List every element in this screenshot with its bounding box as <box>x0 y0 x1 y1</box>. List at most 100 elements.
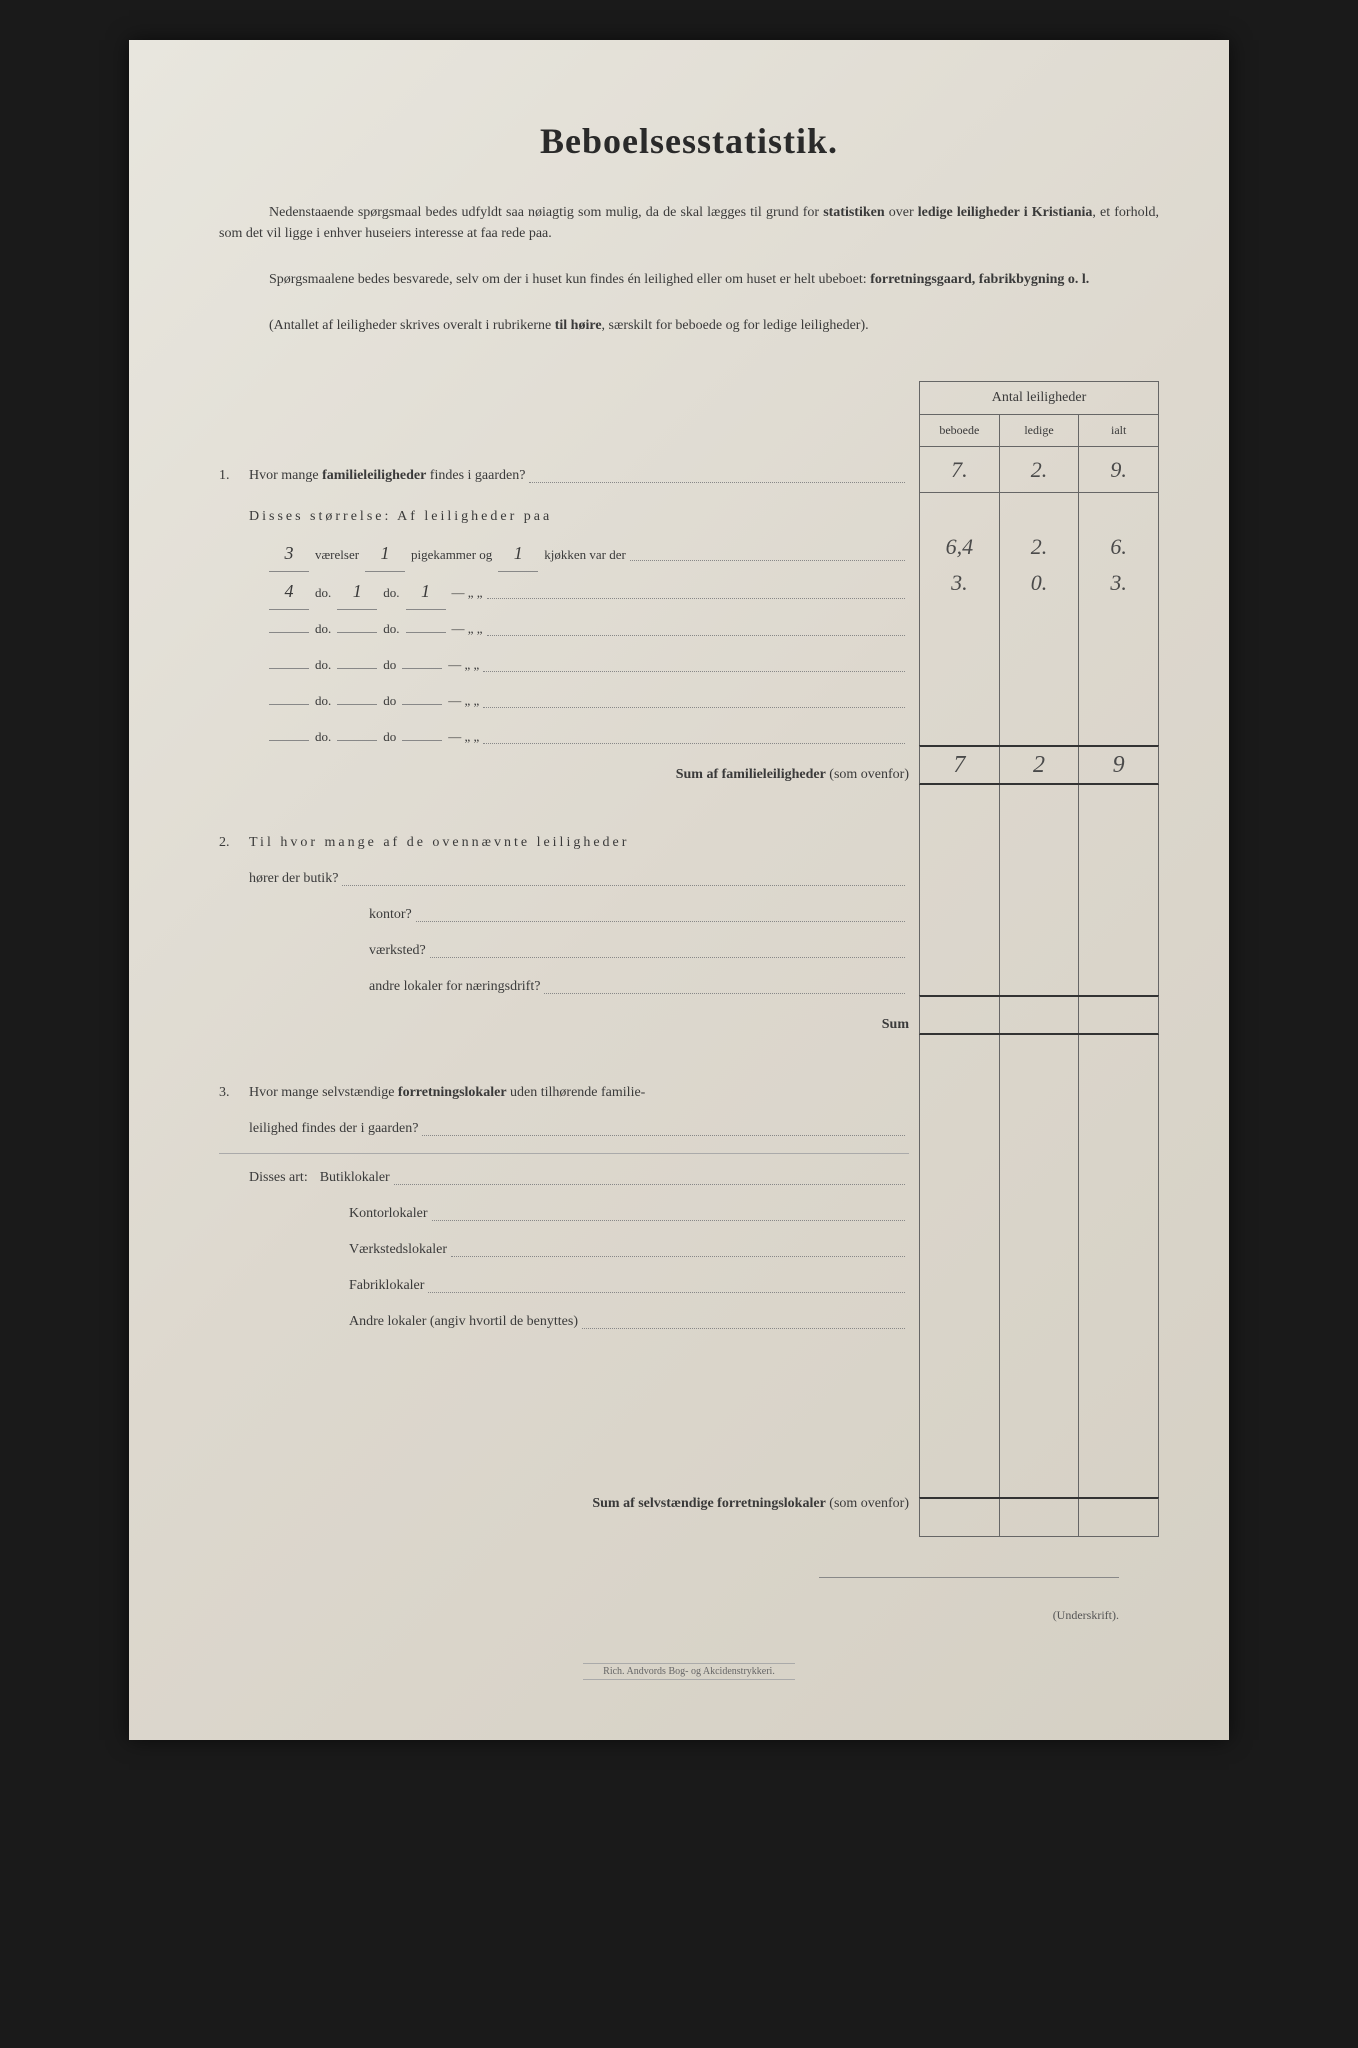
cell-ledige <box>1000 709 1080 745</box>
col-ledige: ledige <box>1000 415 1080 446</box>
q2-line: hører der butik? <box>219 861 909 897</box>
cell-ialt <box>1079 673 1158 709</box>
dotted-leader <box>430 944 905 958</box>
q1-number: 1. <box>219 453 249 499</box>
label-vaerelser: do. <box>315 611 331 647</box>
q1-sum-row: Sum af familieleiligheder (som ovenfor) <box>219 755 909 795</box>
q2-line-text: værksted? <box>369 933 426 969</box>
q3-line: Værkstedslokaler <box>219 1232 909 1268</box>
rooms-value: 3 <box>269 535 309 572</box>
cell-ialt: 3. <box>1079 565 1158 601</box>
dotted-leader <box>432 1207 905 1221</box>
dotted-leader <box>422 1122 905 1136</box>
label-pigekammer: do <box>383 683 396 719</box>
table-row <box>919 1101 1159 1137</box>
q3-line-text: Kontorlokaler <box>349 1196 428 1232</box>
q2-sum-values <box>919 995 1159 1035</box>
table-row <box>919 1137 1159 1173</box>
label-pigekammer: do <box>383 719 396 755</box>
table-row <box>919 1425 1159 1461</box>
label-kjokken: kjøkken var der <box>544 537 626 573</box>
kjokken-value <box>402 704 442 705</box>
q2-line: andre lokaler for næringsdrift? <box>219 969 909 1005</box>
kjokken-value <box>402 668 442 669</box>
q1-size-row: 3 værelser 1 pigekammer og 1 kjøkken var… <box>219 535 909 573</box>
table-row <box>919 1353 1159 1389</box>
cell-beboede <box>920 673 1000 709</box>
q1-text: Hvor mange familieleiligheder findes i g… <box>249 453 525 499</box>
pigekammer-value: 1 <box>365 535 405 572</box>
dotted-leader <box>529 469 905 483</box>
cell-ledige: 0. <box>1000 565 1080 601</box>
q3-line: Fabriklokaler <box>219 1268 909 1304</box>
q1-size-row: do. do — „ „ <box>219 647 909 683</box>
dotted-leader <box>487 622 905 636</box>
intro-paragraph-2: Spørgsmaalene bedes besvarede, selv om d… <box>219 269 1159 290</box>
question-3-line2: leilighed findes der i gaarden? <box>219 1111 909 1147</box>
dotted-leader <box>342 872 905 886</box>
table-row: 3. 0. 3. <box>919 565 1159 601</box>
rooms-value: 4 <box>269 573 309 610</box>
table-row <box>919 1245 1159 1281</box>
cell-beboede <box>920 601 1000 637</box>
q1-size-rows: 3 værelser 1 pigekammer og 1 kjøkken var… <box>219 535 909 755</box>
signature-label: (Underskrift). <box>219 1608 1159 1623</box>
dotted-leader <box>483 658 905 672</box>
q1-beboede: 7. <box>920 447 1000 492</box>
pigekammer-value: 1 <box>337 573 377 610</box>
label-vaerelser: do. <box>315 719 331 755</box>
question-2: 2. Til hvor mange af de ovennævnte leili… <box>219 825 909 861</box>
q3-sub-label: Disses art: <box>249 1160 308 1196</box>
dotted-leader <box>416 908 905 922</box>
cell-ialt <box>1079 601 1158 637</box>
cell-beboede: 3. <box>920 565 1000 601</box>
question-1: 1. Hvor mange familieleiligheder findes … <box>219 453 909 499</box>
table-row <box>919 959 1159 995</box>
q3-text1: Hvor mange selvstændige forretningslokal… <box>249 1075 645 1111</box>
label-vaerelser: værelser <box>315 537 359 573</box>
dotted-leader <box>630 547 905 561</box>
table-row <box>919 601 1159 637</box>
q1-ialt: 9. <box>1079 447 1158 492</box>
q1-sub-label: Disses størrelse: Af leiligheder paa <box>219 499 909 535</box>
cell-ialt: 6. <box>1079 529 1158 565</box>
table-row <box>919 815 1159 851</box>
q1-size-row: do. do — „ „ <box>219 683 909 719</box>
dotted-leader <box>483 694 905 708</box>
pigekammer-value <box>337 668 377 669</box>
q1-size-row: do. do. — „ „ <box>219 611 909 647</box>
cell-ledige: 2. <box>1000 529 1080 565</box>
table-row <box>919 673 1159 709</box>
dotted-leader <box>451 1243 905 1257</box>
q3-value-rows <box>919 1065 1159 1497</box>
pigekammer-value <box>337 704 377 705</box>
table-row <box>919 1065 1159 1101</box>
table-row <box>919 637 1159 673</box>
gap-cell <box>919 1035 1159 1065</box>
q2-line: kontor? <box>219 897 909 933</box>
cell-beboede <box>920 709 1000 745</box>
table-subheader: beboede ledige ialt <box>919 415 1159 447</box>
label-kjokken: — „ „ <box>448 683 479 719</box>
intro-paragraph-3: (Antallet af leiligheder skrives overalt… <box>219 315 1159 336</box>
q1-sum-values: 7 2 9 <box>919 745 1159 785</box>
rooms-value <box>269 740 309 741</box>
dotted-leader <box>487 585 905 599</box>
q1-size-row: do. do — „ „ <box>219 719 909 755</box>
label-pigekammer: do <box>383 647 396 683</box>
rooms-value <box>269 668 309 669</box>
label-kjokken: — „ „ <box>448 647 479 683</box>
dotted-leader <box>582 1315 905 1329</box>
q3-divider: Disses art: Butiklokaler <box>219 1153 909 1196</box>
label-kjokken: — „ „ <box>448 719 479 755</box>
dotted-leader <box>394 1171 905 1185</box>
q2-lines: hører der butik?kontor?værksted?andre lo… <box>219 861 909 1005</box>
q3-sum-label: Sum af selvstændige forretningslokaler (… <box>592 1484 909 1524</box>
q1-size-row: 4 do. 1 do. 1 — „ „ <box>219 573 909 611</box>
label-pigekammer: do. <box>383 575 399 611</box>
q2-line: værksted? <box>219 933 909 969</box>
cell-ledige <box>1000 601 1080 637</box>
printer-credit: Rich. Andvords Bog- og Akcidenstrykkeri. <box>583 1663 795 1680</box>
signature-line <box>819 1577 1119 1578</box>
q3-sum-values <box>919 1497 1159 1537</box>
